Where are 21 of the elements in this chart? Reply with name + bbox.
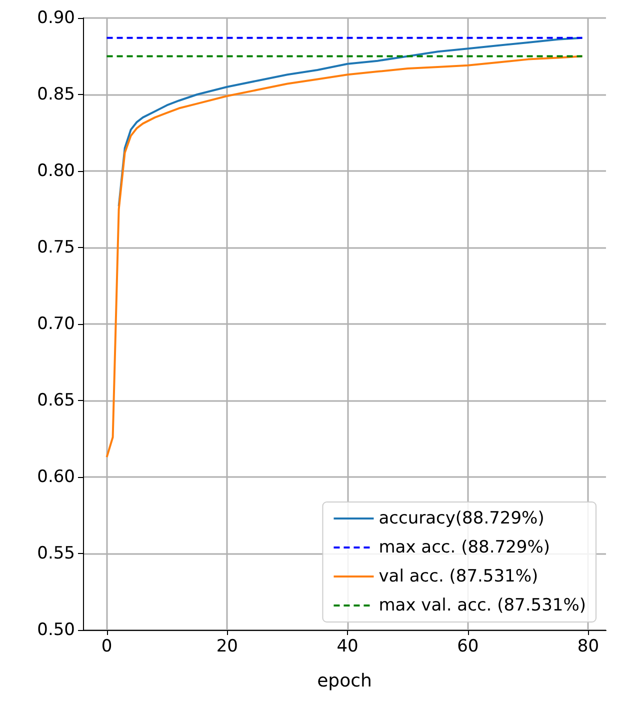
- x-axis-title: epoch: [317, 670, 372, 692]
- legend-label: max val. acc. (87.531%): [378, 596, 586, 616]
- y-tick-label: 0.80: [37, 161, 75, 181]
- y-tick-label: 0.70: [37, 314, 75, 334]
- x-tick-label: 60: [457, 636, 479, 656]
- legend-label: max acc. (88.729%): [378, 538, 550, 558]
- line-series: [118, 36, 584, 208]
- y-tick-label: 0.75: [37, 238, 75, 258]
- x-tick-label: 20: [216, 636, 238, 656]
- y-tick-label: 0.90: [37, 8, 75, 28]
- x-tick-label: 80: [577, 636, 600, 656]
- y-tick-label: 0.50: [37, 620, 75, 640]
- y-tick-label: 0.60: [37, 467, 75, 487]
- legend-label: val acc. (87.531%): [378, 566, 538, 586]
- y-tick-label: 0.85: [37, 84, 75, 104]
- y-tick-label: 0.55: [37, 544, 75, 564]
- line-series: [106, 55, 584, 458]
- x-tick-label: 40: [336, 636, 358, 656]
- legend-label: accuracy(88.729%): [378, 508, 544, 528]
- x-tick-label: 0: [101, 636, 112, 656]
- y-tick-label: 0.65: [37, 390, 75, 410]
